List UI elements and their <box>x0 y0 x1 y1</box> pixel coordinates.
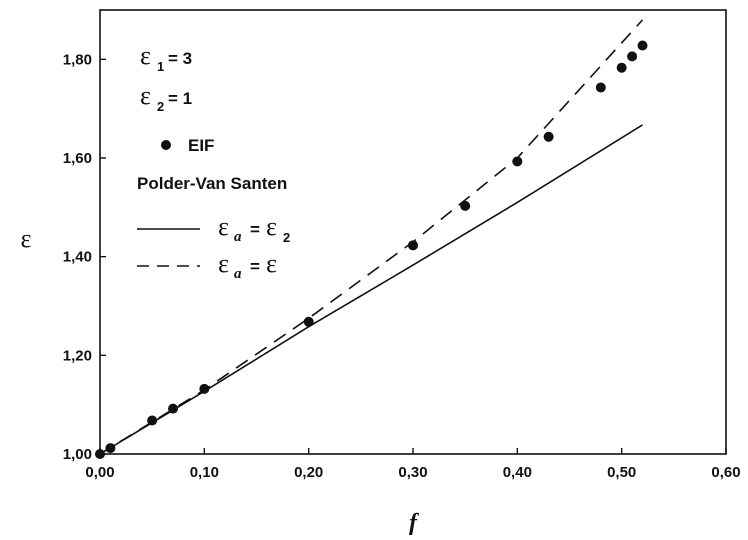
eps2-value: = 1 <box>168 89 192 108</box>
x-tick-label: 0,20 <box>294 464 323 481</box>
eif-point <box>627 51 638 62</box>
eps2-symbol: ε <box>140 81 151 110</box>
eif-point <box>408 240 418 251</box>
x-tick-label: 0,40 <box>503 464 532 481</box>
y-tick-label: 1,80 <box>63 51 92 68</box>
eif-point <box>543 131 554 142</box>
y-tick-label: 1,20 <box>63 347 92 364</box>
y-tick-label: 1,00 <box>63 446 92 463</box>
svg-text:=: = <box>250 257 260 276</box>
y-tick-label: 1,40 <box>63 249 92 266</box>
series-line-eps-a-eps <box>99 19 644 455</box>
series-line-eps-a-eps2 <box>99 124 643 455</box>
x-tick-label: 0,60 <box>711 464 740 481</box>
ticks: 0,00 0,10 0,20 0,30 0,40 0,50 0,60 1,00 1,20 1,40… <box>63 51 741 481</box>
x-tick-label: 0,00 <box>85 464 114 481</box>
x-tick-label: 0,10 <box>190 464 219 481</box>
eif-point <box>460 200 471 211</box>
svg-text:a: a <box>234 266 242 282</box>
svg-text:a: a <box>234 229 242 245</box>
x-tick-label: 0,30 <box>398 464 427 481</box>
legend-eif-label: EIF <box>188 136 214 155</box>
legend-eif-marker <box>161 140 171 150</box>
eps1-symbol: ε <box>140 41 151 70</box>
plot-frame <box>99 9 727 455</box>
svg-text:ε: ε <box>218 249 229 278</box>
legend-dashed-label: ε a = ε <box>218 249 277 282</box>
svg-text:ε: ε <box>266 212 277 241</box>
svg-text:ε: ε <box>218 212 229 241</box>
eif-point <box>616 62 627 73</box>
svg-text:2: 2 <box>283 230 290 245</box>
eif-point <box>637 40 648 51</box>
eif-points <box>95 40 648 459</box>
legend-solid-label: ε a = ε 2 <box>218 212 290 245</box>
y-axis-label: ε <box>21 224 32 253</box>
y-tick-label: 1,60 <box>63 150 92 167</box>
x-axis-label: f <box>409 510 419 536</box>
eps1-value: = 3 <box>168 49 192 68</box>
eif-point <box>105 443 116 454</box>
annotation-eps1: ε 1 = 3 <box>140 41 192 74</box>
x-tick-label: 0,50 <box>607 464 636 481</box>
eif-point <box>147 415 158 426</box>
eif-point <box>168 403 179 414</box>
eif-point <box>303 316 314 327</box>
eps2-subscript: 2 <box>157 99 164 114</box>
eif-point <box>95 449 105 459</box>
legend-group-title: Polder-Van Santen <box>137 174 287 193</box>
eif-point <box>512 156 523 167</box>
svg-text:=: = <box>250 220 260 239</box>
eif-point <box>595 82 606 93</box>
eps1-subscript: 1 <box>157 59 164 74</box>
legend: ε 1 = 3 ε 2 = 1 EIF Polder-Van Santen ε … <box>137 41 290 282</box>
series-lines <box>99 19 644 455</box>
eif-point <box>199 383 210 394</box>
annotation-eps2: ε 2 = 1 <box>140 81 192 114</box>
svg-text:ε: ε <box>266 249 277 278</box>
